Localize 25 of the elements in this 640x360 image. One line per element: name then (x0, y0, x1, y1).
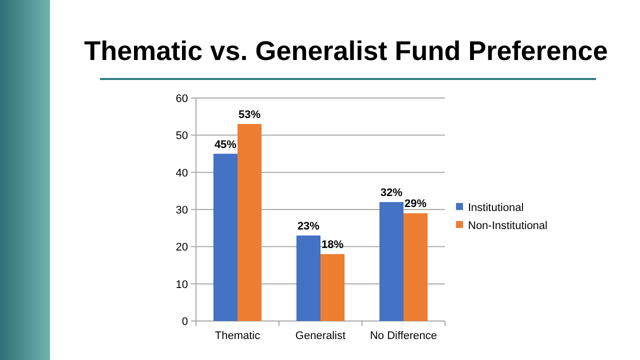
data-label: 45% (214, 138, 237, 151)
y-tick-label: 20 (176, 242, 188, 254)
bar (238, 124, 262, 321)
bar (404, 213, 428, 321)
y-tick-label: 10 (176, 278, 188, 291)
data-label: 53% (238, 109, 261, 122)
bar (296, 236, 320, 321)
chart-title: Thematic vs. Generalist Fund Preference (84, 36, 608, 66)
legend-label: Institutional (468, 202, 524, 214)
legend-label: Non-Institutional (468, 220, 548, 232)
x-tick-label: No Difference (370, 330, 438, 342)
x-tick-label: Generalist (295, 330, 346, 342)
data-label: 18% (322, 239, 344, 252)
data-label: 29% (404, 198, 427, 210)
y-tick-label: 30 (176, 204, 188, 216)
y-tick-label: 0 (182, 316, 188, 328)
bar (213, 154, 238, 321)
bar (379, 202, 404, 321)
data-label: 23% (297, 220, 320, 233)
y-tick-label: 50 (176, 130, 188, 142)
bar (320, 254, 345, 321)
x-tick-label: Thematic (214, 330, 261, 342)
data-label: 32% (380, 187, 403, 200)
y-tick-label: 60 (176, 93, 188, 105)
y-tick-label: 40 (176, 167, 188, 180)
